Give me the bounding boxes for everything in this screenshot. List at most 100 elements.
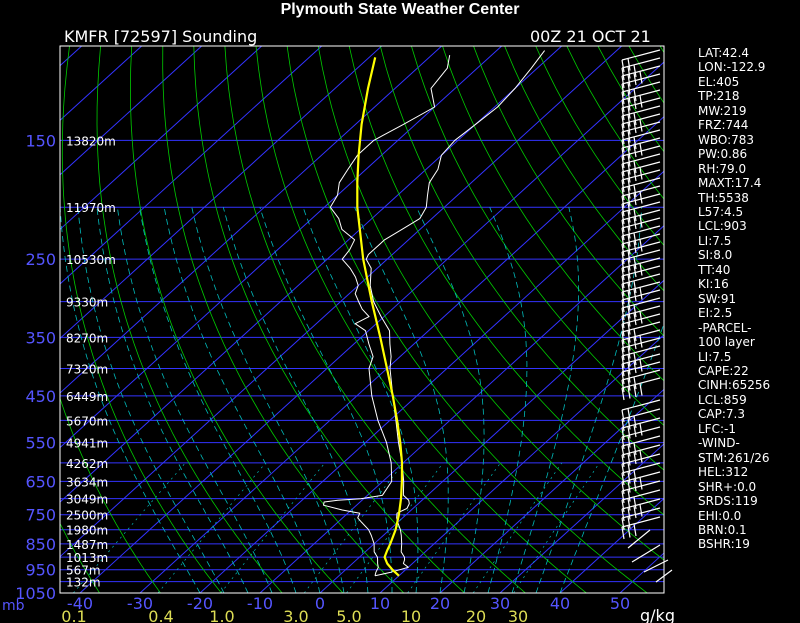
index-line: BSHR:19	[698, 537, 750, 552]
isotherm-line	[559, 497, 664, 593]
index-line: FRZ:744	[698, 118, 749, 133]
index-line: SI:8.0	[698, 248, 733, 263]
height-label: 10530m	[66, 253, 116, 267]
wind-barb	[621, 193, 661, 217]
wind-barb	[621, 265, 661, 289]
wind-barb	[621, 97, 661, 121]
temperature-tick-label: 30	[490, 594, 510, 613]
isotherm-line	[199, 170, 664, 593]
wind-barb	[621, 81, 661, 105]
wind-barb	[621, 241, 661, 265]
wind-barb	[621, 337, 661, 361]
height-label: 11970m	[66, 201, 116, 215]
height-label: 9330m	[66, 296, 108, 310]
moist-adiabat	[222, 207, 369, 593]
dry-adiabat	[473, 46, 664, 337]
index-line: STM:261/26	[698, 450, 770, 465]
dry-adiabat	[379, 46, 664, 471]
index-line: CAPE:22	[698, 363, 749, 378]
height-label: 3634m	[66, 475, 108, 489]
index-line: 100 layer	[698, 335, 755, 350]
isotherm-line	[379, 334, 664, 593]
wind-barb	[621, 329, 661, 353]
index-line: HEL:312	[698, 465, 749, 480]
index-line: LFC:-1	[698, 421, 736, 436]
dry-adiabat	[442, 46, 664, 382]
index-line: L57:4.5	[698, 204, 744, 219]
pressure-tick-label: 150	[25, 131, 56, 150]
pressure-tick-label: 750	[25, 506, 56, 525]
wind-barb	[621, 153, 661, 177]
dry-adiabat	[224, 46, 526, 593]
dry-adiabat	[129, 46, 344, 593]
pressure-tick-label: 1050	[15, 584, 56, 603]
index-line: EI:2.5	[698, 306, 733, 321]
wind-barb	[621, 345, 661, 369]
wind-barb	[621, 507, 661, 531]
moist-adiabat	[487, 207, 528, 593]
index-line: SW:91	[698, 291, 737, 306]
index-line: EHI:0.0	[698, 508, 742, 523]
moist-adiabat	[139, 207, 297, 593]
parcel-trace	[356, 57, 404, 577]
temperature-tick-label: 0	[315, 594, 325, 613]
index-line: SRDS:119	[698, 494, 758, 509]
wind-barb	[621, 297, 661, 321]
wind-barb	[621, 137, 661, 161]
plot-border	[59, 45, 665, 594]
dewpoint-trace	[323, 55, 451, 576]
height-label: 6449m	[66, 390, 108, 404]
wind-barb	[621, 281, 661, 305]
mixing-ratio-line	[303, 462, 404, 593]
wind-barb	[621, 408, 661, 432]
page-title: Plymouth State Weather Center	[280, 1, 520, 18]
mixing-ratio-line	[407, 462, 501, 593]
mixing-ratio-line	[220, 462, 326, 593]
height-label: 3049m	[66, 493, 108, 507]
wind-barb	[621, 453, 661, 477]
isotherm-line	[60, 46, 503, 449]
dry-adiabat	[96, 46, 283, 593]
wind-barb	[621, 353, 661, 377]
index-line: TP:218	[698, 89, 740, 104]
wind-barb	[631, 544, 661, 563]
isotherm-line	[60, 46, 623, 558]
moist-adiabat	[511, 207, 579, 593]
mixing-ratio-label: 20	[466, 607, 486, 623]
dry-adiabat	[286, 46, 648, 593]
height-label: 1487m	[66, 538, 108, 552]
wind-barb	[621, 480, 661, 504]
height-label: 4941m	[66, 437, 108, 451]
wind-barb	[621, 313, 661, 337]
wind-barb	[621, 49, 661, 73]
isotherm-line	[79, 61, 664, 593]
height-label: 1980m	[66, 524, 108, 538]
index-line: WBO:783	[698, 132, 755, 147]
moist-adiabat	[416, 207, 485, 593]
moist-adiabat	[96, 207, 249, 593]
wind-barb	[621, 462, 661, 486]
index-line: EL:405	[698, 74, 740, 89]
index-line: TT:40	[698, 262, 731, 277]
wind-barb	[621, 257, 661, 281]
wind-barb	[621, 399, 661, 423]
index-line: LCL:903	[698, 219, 747, 234]
index-line: LON:-122.9	[698, 60, 766, 75]
wind-barb	[621, 417, 661, 441]
dry-adiabat	[61, 46, 222, 593]
stability-indices-panel: LAT:42.4 LON:-122.9 EL:405 TP:218 MW:219 FRZ:…	[698, 46, 770, 552]
isotherm-line	[60, 46, 263, 231]
index-line: BRN:0.1	[698, 522, 747, 537]
moist-adiabat	[117, 207, 273, 593]
isotherm-line	[319, 279, 664, 593]
temperature-tick-label: 20	[430, 594, 450, 613]
wind-barb	[621, 471, 661, 495]
mixing-ratio-unit-label: g/kg	[640, 606, 675, 623]
wind-barb	[621, 426, 661, 450]
wind-barb	[621, 233, 661, 257]
height-label: 7320m	[66, 362, 108, 376]
wind-barb	[621, 121, 661, 145]
wind-barb	[621, 209, 661, 233]
isotherm-line	[60, 46, 323, 285]
index-line: TH:5538	[698, 190, 749, 205]
